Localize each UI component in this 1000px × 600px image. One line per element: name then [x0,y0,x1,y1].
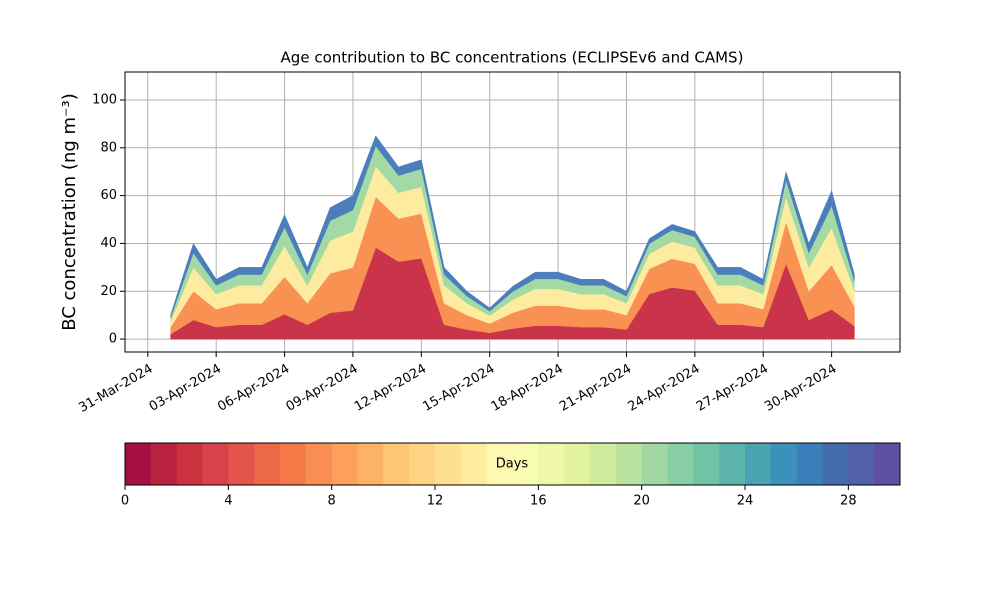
colorbar-cell [383,443,410,485]
y-tick-label: 60 [100,188,117,203]
colorbar-tick-label: 12 [427,494,444,509]
y-tick-label: 20 [100,284,117,299]
y-tick-label: 40 [100,236,117,251]
colorbar-cell [719,443,746,485]
colorbar-cell [641,443,668,485]
colorbar-cell [874,443,901,485]
colorbar-cell [745,443,772,485]
colorbar-tick-label: 28 [840,494,857,509]
x-tick-label: 03-Apr-2024 [147,362,224,415]
colorbar-tick-label: 4 [224,494,232,509]
areas [170,135,855,340]
colorbar-cell [435,443,462,485]
colorbar-frame [124,442,901,486]
chart-title: Age contribution to BC concentrations (E… [281,49,744,67]
colorbar-cell [125,443,152,485]
y-tick-label: 0 [109,332,117,347]
colorbar-cell [822,443,849,485]
x-tick-label: 21-Apr-2024 [557,362,634,415]
colorbar-cell [280,443,307,485]
colorbar-tick-label: 8 [328,494,336,509]
colorbar-cell [486,443,513,485]
colorbar-cell [667,443,694,485]
colorbar-cell [512,443,539,485]
colorbar-cell [848,443,875,485]
colorbar-cell [228,443,255,485]
colorbar-cell [564,443,591,485]
colorbar-cell [796,443,823,485]
colorbar-cell [202,443,229,485]
colorbar-cell [770,443,798,485]
colorbar-cell [305,443,333,485]
colorbar-cell [693,443,720,485]
y-tick-label: 100 [92,92,117,107]
y-tick-label: 80 [100,140,117,155]
x-tick-label: 24-Apr-2024 [625,362,702,415]
x-tick-label: 15-Apr-2024 [420,362,497,415]
x-tick-label: 27-Apr-2024 [694,362,771,415]
colorbar-tick-label: 16 [530,494,547,509]
colorbar-cell [409,443,436,485]
colorbar-tick-label: 24 [737,494,754,509]
colorbar-cell [254,443,281,485]
colorbar-cell [176,443,203,485]
y-axis-label: BC concentration (ng m⁻³) [59,93,80,331]
colorbar-label: Days [496,457,529,472]
x-tick-label: 31-Mar-2024 [76,362,155,416]
x-tick-label: 12-Apr-2024 [352,362,429,415]
colorbar-cell [590,443,617,485]
colorbar-cell [331,443,358,485]
colorbar-cell [538,443,565,485]
x-tick-label: 09-Apr-2024 [284,362,361,415]
x-tick-label: 30-Apr-2024 [762,362,839,415]
colorbar-cell [460,443,488,485]
colorbar-cell [357,443,384,485]
x-tick-label: 18-Apr-2024 [489,362,566,415]
colorbar-tick-label: 20 [633,494,650,509]
area [170,135,855,318]
x-tick-label: 06-Apr-2024 [215,362,292,415]
colorbar-cell [615,443,643,485]
colorbar-tick-label: 0 [121,494,129,509]
plot-frame [124,71,901,353]
colorbar-cell [150,443,178,485]
